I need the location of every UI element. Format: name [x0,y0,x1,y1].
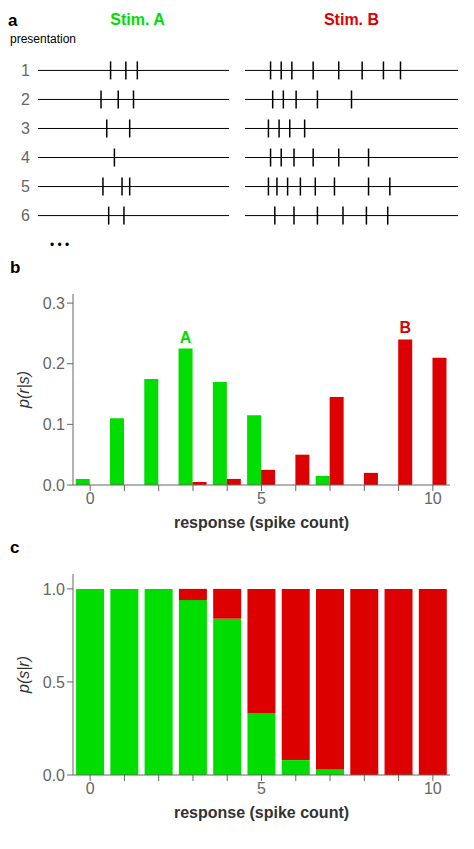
svg-text:0.0: 0.0 [43,767,65,784]
svg-text:0.2: 0.2 [43,355,65,372]
svg-text:0.3: 0.3 [43,295,65,312]
svg-text:10: 10 [424,780,442,797]
svg-text:0.5: 0.5 [43,674,65,691]
svg-text:0.0: 0.0 [43,477,65,494]
svg-text:0: 0 [86,780,95,797]
svg-text:A: A [180,329,192,346]
svg-text:5: 5 [257,490,266,507]
svg-text:4: 4 [21,149,30,166]
html-text:a: a [8,11,18,30]
svg-text:10: 10 [424,490,442,507]
svg-text:B: B [399,319,411,336]
svg-text:p(r|s): p(r|s) [15,371,32,409]
svg-text:1.0: 1.0 [43,581,65,598]
svg-text:0.1: 0.1 [43,416,65,433]
svg-text:3: 3 [21,120,30,137]
html-text:presentation: presentation [10,32,76,46]
svg-text:response (spike count): response (spike count) [174,514,349,531]
svg-text:2: 2 [21,91,30,108]
html-text:Stim. B: Stim. B [323,11,380,28]
svg-text:1: 1 [21,62,30,79]
svg-text:0: 0 [86,490,95,507]
svg-text:5: 5 [21,178,30,195]
svg-text:response (spike count): response (spike count) [174,804,349,821]
svg-text:p(s|r): p(s|r) [15,656,32,694]
html-text:b: b [10,258,21,277]
svg-text:6: 6 [21,207,30,224]
html-text:c: c [10,538,20,557]
svg-text:5: 5 [257,780,266,797]
html-text:Stim. A: Stim. A [110,11,165,28]
